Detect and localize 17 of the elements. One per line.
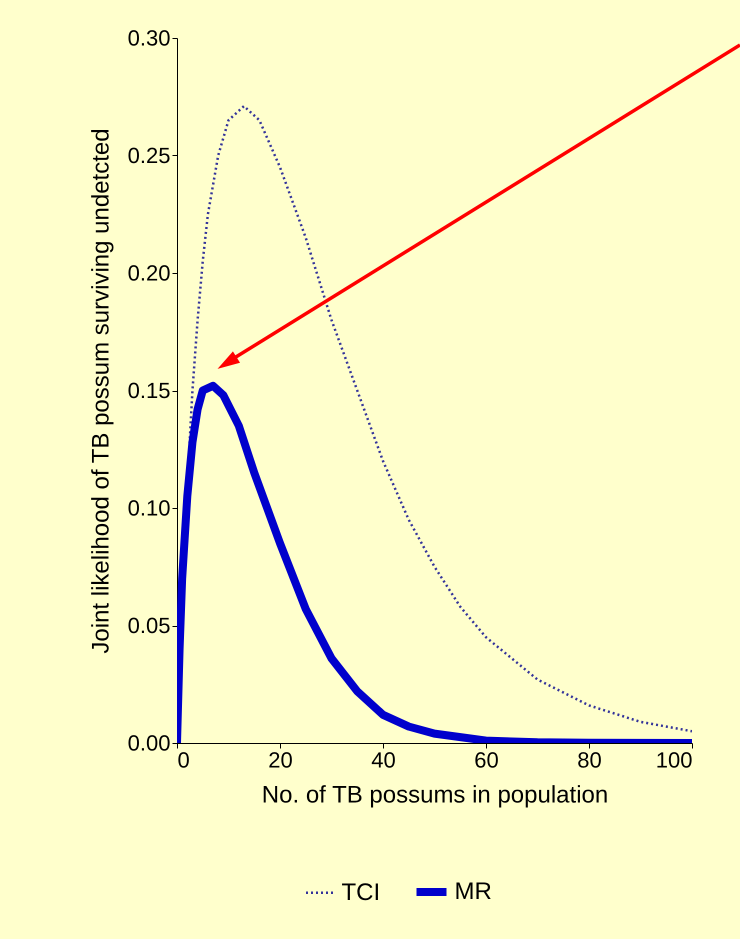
x-axis-title: No. of TB possums in population	[262, 782, 608, 808]
x-tick-label: 80	[577, 748, 602, 772]
legend-label: MR	[454, 878, 492, 905]
y-axis-title: Joint likelihood of TB possum surviving undetcted	[88, 128, 115, 654]
x-tick-label: 20	[268, 748, 293, 772]
y-tick-label: 0.00	[128, 730, 170, 756]
x-tick-label: 60	[474, 748, 499, 772]
y-tick-label: 0.20	[128, 260, 170, 286]
legend-label: TCI	[342, 878, 380, 906]
y-tick-label: 0.15	[128, 378, 170, 403]
x-tick-label: 100	[656, 748, 692, 772]
y-tick-label: 0.05	[128, 613, 170, 638]
x-tick-label: 0	[178, 748, 190, 772]
y-tick-label: 0.30	[128, 26, 170, 50]
x-tick-label: 40	[371, 748, 396, 772]
y-tick-label: 0.25	[128, 143, 170, 168]
y-tick-label: 0.10	[128, 496, 170, 520]
